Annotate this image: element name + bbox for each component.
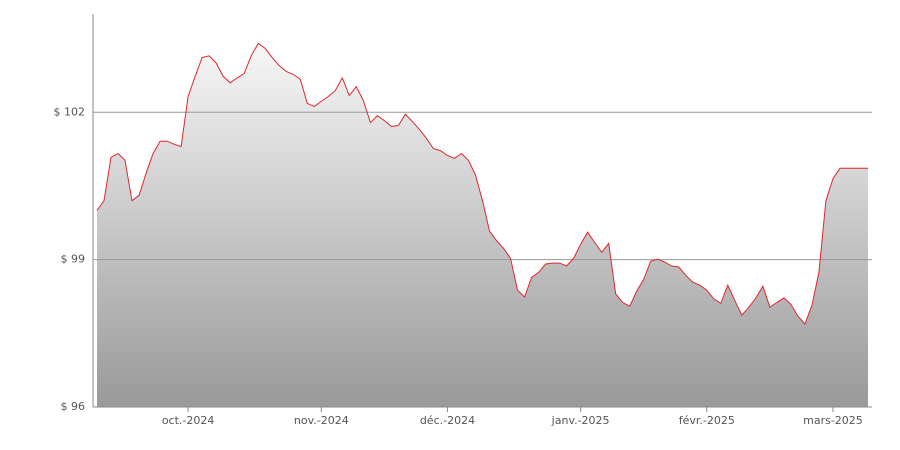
x-tick-label: déc.-2024 xyxy=(420,414,475,427)
x-tick-label: nov.-2024 xyxy=(294,414,349,427)
area-fill xyxy=(97,43,868,407)
price-line xyxy=(96,42,868,325)
x-tick-label: janv.-2025 xyxy=(551,414,610,427)
y-tick-label: $ 99 xyxy=(61,253,86,266)
x-tick-label: mars-2025 xyxy=(803,414,863,427)
y-tick-label: $ 102 xyxy=(54,105,86,118)
y-tick-label: $ 96 xyxy=(61,400,86,413)
x-tick-label: févr.-2025 xyxy=(679,414,735,427)
x-tick-label: oct.-2024 xyxy=(162,414,215,427)
